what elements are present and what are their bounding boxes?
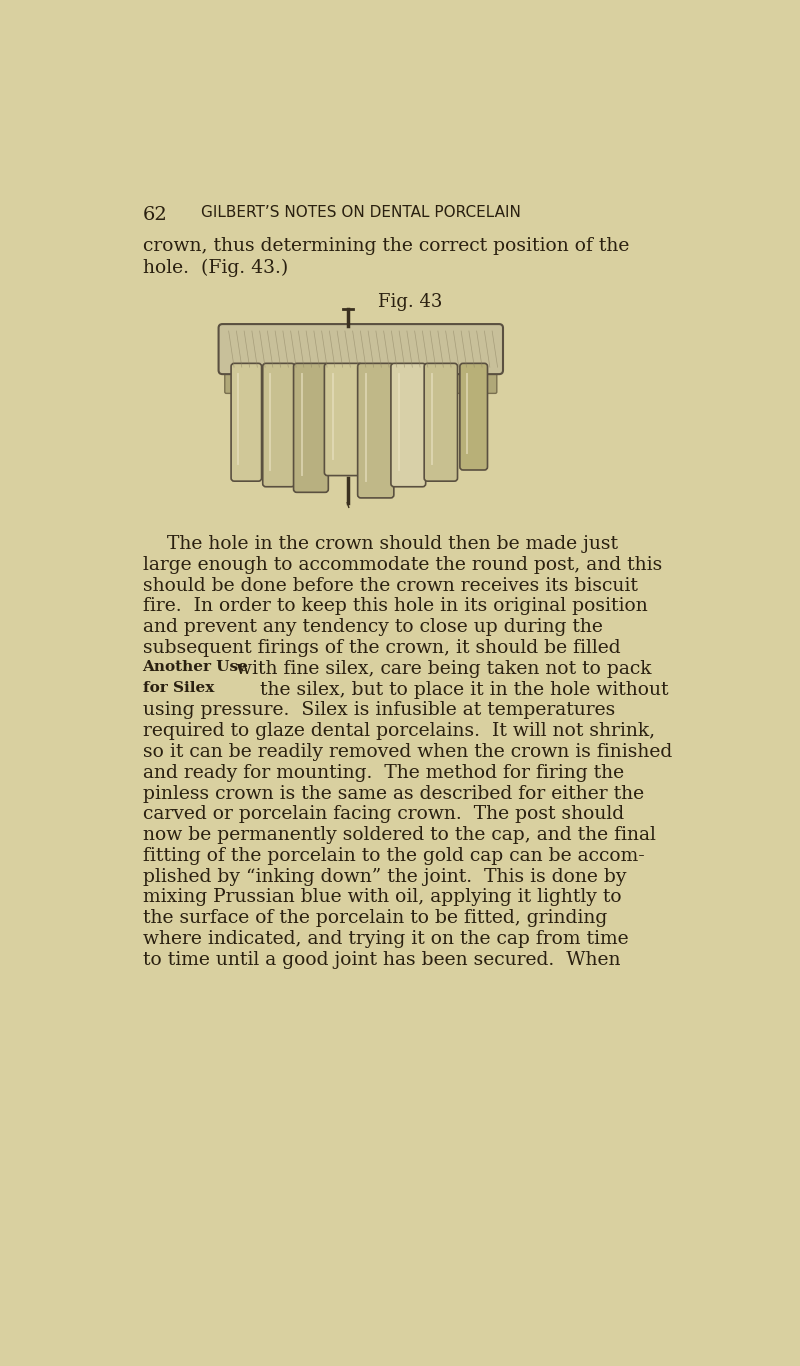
FancyBboxPatch shape — [460, 363, 487, 470]
Text: fitting of the porcelain to the gold cap can be accom-: fitting of the porcelain to the gold cap… — [142, 847, 644, 865]
Text: pinless crown is the same as described for either the: pinless crown is the same as described f… — [142, 784, 644, 803]
Text: crown, thus determining the correct position of the: crown, thus determining the correct posi… — [142, 238, 629, 255]
Text: subsequent firings of the crown, it should be filled: subsequent firings of the crown, it shou… — [142, 639, 620, 657]
Text: mixing Prussian blue with oil, applying it lightly to: mixing Prussian blue with oil, applying … — [142, 888, 622, 907]
Text: for Silex: for Silex — [142, 680, 214, 694]
FancyBboxPatch shape — [225, 369, 497, 393]
Text: to time until a good joint has been secured.  When: to time until a good joint has been secu… — [142, 951, 620, 968]
FancyBboxPatch shape — [391, 363, 426, 486]
Text: carved or porcelain facing crown.  The post should: carved or porcelain facing crown. The po… — [142, 806, 624, 824]
FancyBboxPatch shape — [262, 363, 294, 486]
FancyBboxPatch shape — [424, 363, 458, 481]
Text: plished by “inking down” the joint.  This is done by: plished by “inking down” the joint. This… — [142, 867, 626, 885]
Text: fire.  In order to keep this hole in its original position: fire. In order to keep this hole in its … — [142, 597, 647, 616]
FancyBboxPatch shape — [294, 363, 328, 492]
Text: the surface of the porcelain to be fitted, grinding: the surface of the porcelain to be fitte… — [142, 910, 607, 928]
Text: 62: 62 — [142, 206, 167, 224]
FancyBboxPatch shape — [324, 363, 362, 475]
Text: Fig. 43: Fig. 43 — [378, 294, 442, 311]
Text: The hole in the crown should then be made just: The hole in the crown should then be mad… — [142, 535, 618, 553]
Text: so it can be readily removed when the crown is finished: so it can be readily removed when the cr… — [142, 743, 672, 761]
FancyBboxPatch shape — [358, 363, 394, 499]
FancyBboxPatch shape — [218, 324, 503, 374]
Text: required to glaze dental porcelains.  It will not shrink,: required to glaze dental porcelains. It … — [142, 723, 654, 740]
Text: now be permanently soldered to the cap, and the final: now be permanently soldered to the cap, … — [142, 826, 655, 844]
Text: large enough to accommodate the round post, and this: large enough to accommodate the round po… — [142, 556, 662, 574]
Text: where indicated, and trying it on the cap from time: where indicated, and trying it on the ca… — [142, 930, 628, 948]
Text: the silex, but to place it in the hole without: the silex, but to place it in the hole w… — [236, 680, 668, 698]
Text: and prevent any tendency to close up during the: and prevent any tendency to close up dur… — [142, 619, 602, 637]
Text: using pressure.  Silex is infusible at temperatures: using pressure. Silex is infusible at te… — [142, 701, 615, 720]
Text: should be done before the crown receives its biscuit: should be done before the crown receives… — [142, 576, 638, 594]
Text: and ready for mounting.  The method for firing the: and ready for mounting. The method for f… — [142, 764, 624, 781]
Text: with fine silex, care being taken not to pack: with fine silex, care being taken not to… — [236, 660, 651, 678]
Text: Another Use: Another Use — [142, 660, 249, 673]
FancyBboxPatch shape — [231, 363, 262, 481]
Text: GILBERT’S NOTES ON DENTAL PORCELAIN: GILBERT’S NOTES ON DENTAL PORCELAIN — [201, 205, 521, 220]
Text: hole.  (Fig. 43.): hole. (Fig. 43.) — [142, 258, 288, 277]
